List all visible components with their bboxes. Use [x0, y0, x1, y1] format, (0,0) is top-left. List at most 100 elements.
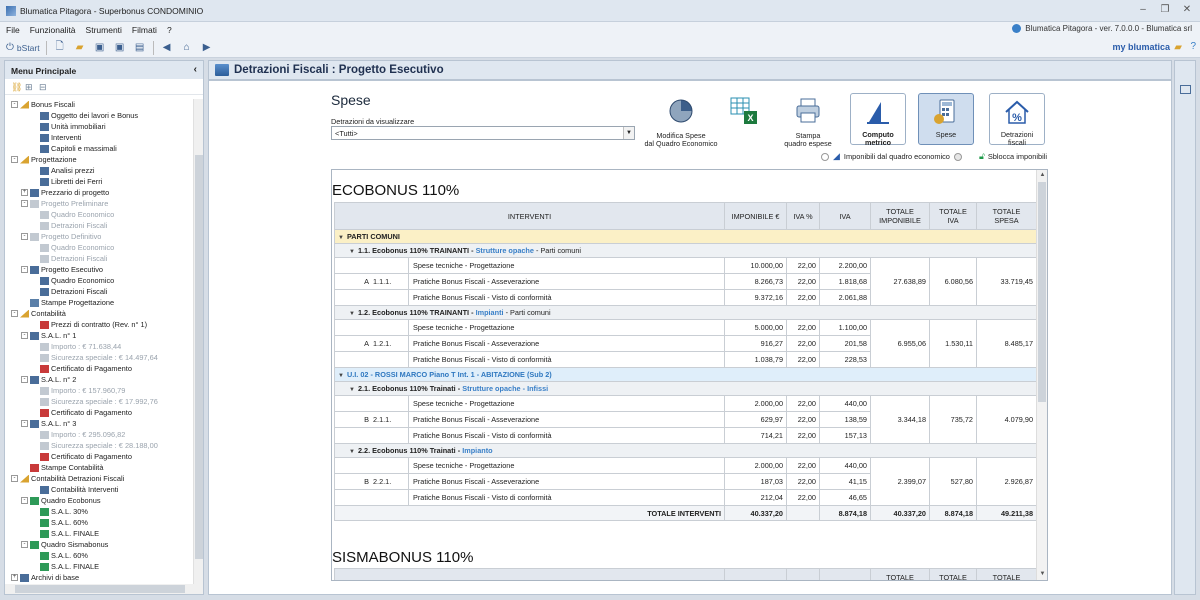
collapse-icon[interactable]: -	[11, 156, 18, 163]
column-header[interactable]: INTERVENTI	[334, 568, 725, 580]
collapse-all-icon[interactable]: ⊟	[39, 82, 47, 92]
tree-item[interactable]: Certificato di Pagamento	[5, 363, 193, 374]
filter-select[interactable]: <Tutti> ▼	[331, 126, 635, 140]
column-header[interactable]: INTERVENTI	[334, 202, 725, 230]
collapse-icon[interactable]: -	[11, 475, 18, 482]
chevron-down-icon[interactable]: ▼	[349, 387, 355, 393]
tree-item[interactable]: Detrazioni Fiscali	[5, 286, 193, 297]
imponibili-option[interactable]: ◢ Imponibili dal quadro economico	[821, 151, 962, 162]
scrollbar-thumb[interactable]	[15, 585, 185, 593]
collapse-sidebar-button[interactable]: ‹	[193, 64, 197, 75]
scrollbar-thumb[interactable]	[195, 155, 203, 559]
tree-item[interactable]: Sicurezza speciale : € 14.497,64	[5, 352, 193, 363]
column-header[interactable]: IMPONIBILE €	[724, 202, 787, 230]
tree-item[interactable]: + Prezzario di progetto	[5, 187, 193, 198]
expand-all-icon[interactable]: ⊞	[25, 82, 33, 92]
tree-item[interactable]: Analisi prezzi	[5, 165, 193, 176]
tree-item[interactable]: - Progettazione	[5, 154, 193, 165]
chevron-down-icon[interactable]: ▼	[338, 373, 344, 379]
forward-button[interactable]: ▶	[200, 41, 214, 55]
bstart-button[interactable]: ⏻ bStart	[6, 41, 40, 55]
chevron-down-icon[interactable]: ▼	[623, 127, 634, 139]
tree-item[interactable]: + Archivi di base	[5, 572, 193, 583]
export-icon[interactable]: ▰	[1174, 42, 1182, 53]
radio-icon[interactable]	[821, 152, 829, 161]
tree-item[interactable]: - Quadro Ecobonus	[5, 495, 193, 506]
group-row-parti-comuni[interactable]: ▼ PARTI COMUNI	[334, 229, 1037, 244]
column-header[interactable]: TOTALE SPESA	[976, 568, 1037, 580]
archive-button[interactable]: ▤	[133, 41, 147, 55]
tree-item[interactable]: - S.A.L. n° 1	[5, 330, 193, 341]
collapse-icon[interactable]: -	[21, 266, 28, 273]
tree-item[interactable]: - Quadro Sismabonus	[5, 539, 193, 550]
collapse-icon[interactable]: -	[21, 497, 28, 504]
column-header[interactable]: TOTALE SPESA	[976, 202, 1037, 230]
collapse-icon[interactable]: -	[11, 310, 18, 317]
menu-item-3[interactable]: Filmati	[131, 25, 157, 35]
tree-item[interactable]: S.A.L. FINALE	[5, 561, 193, 572]
column-header[interactable]: IMPONIBILE €	[724, 568, 787, 580]
stampa-button[interactable]: Stampa quadro espese	[775, 95, 841, 148]
save-all-button[interactable]: ▣	[113, 41, 127, 55]
chevron-down-icon[interactable]: ▼	[349, 249, 355, 255]
table-row[interactable]: Spese tecniche - Progettazione 10.000,00 2…	[334, 257, 1037, 306]
tree-item[interactable]: Certificato di Pagamento	[5, 407, 193, 418]
tree-item[interactable]: Libretti dei Ferri	[5, 176, 193, 187]
table-row[interactable]: Spese tecniche - Progettazione 2.000,00 22…	[334, 395, 1037, 444]
tree-item[interactable]: Sicurezza speciale : € 17.992,76	[5, 396, 193, 407]
tree-item[interactable]: Quadro Economico	[5, 275, 193, 286]
table-row[interactable]: Spese tecniche - Progettazione 2.000,00 22…	[334, 457, 1037, 506]
tree-item[interactable]: - Contabilità Detrazioni Fiscali	[5, 473, 193, 484]
column-header[interactable]: IVA	[819, 568, 871, 580]
category-row[interactable]: ▼ 1.2. Ecobonus 110% TRAINANTI - Impianti…	[334, 305, 1037, 320]
expand-icon[interactable]: +	[11, 574, 18, 581]
collapse-icon[interactable]: -	[21, 233, 28, 240]
tree-item[interactable]: - Progetto Esecutivo	[5, 264, 193, 275]
tree-item[interactable]: Importo : € 157.960,79	[5, 385, 193, 396]
menu-item-4[interactable]: ?	[166, 25, 172, 35]
column-header[interactable]: IVA %	[786, 202, 820, 230]
report-scrollbar[interactable]: ▲ ▼	[1036, 170, 1047, 580]
computo-metrico-button[interactable]: Computo metrico	[850, 93, 906, 147]
tree-item[interactable]: Oggetto dei lavori e Bonus	[5, 110, 193, 121]
collapse-icon[interactable]: -	[21, 376, 28, 383]
tree-item[interactable]: Detrazioni Fiscali	[5, 253, 193, 264]
menu-item-1[interactable]: Funzionalità	[29, 25, 76, 35]
tree-item[interactable]: S.A.L. 30%	[5, 506, 193, 517]
collapse-icon[interactable]: -	[11, 101, 18, 108]
tree-item[interactable]: S.A.L. 60%	[5, 517, 193, 528]
tree-item[interactable]: Stampe Progettazione	[5, 297, 193, 308]
menu-item-2[interactable]: Strumenti	[85, 25, 122, 35]
category-row[interactable]: ▼ 2.2. Ecobonus 110% Trainati - Impianto	[334, 443, 1037, 458]
tree-item[interactable]: - Contabilità	[5, 308, 193, 319]
detrazioni-fiscali-button[interactable]: % Detrazioni fiscali	[989, 93, 1045, 147]
table-row[interactable]: B 2.2.1. Pratiche Bonus Fiscali - Assevera…	[334, 473, 1037, 490]
maximize-button[interactable]: ❐	[1160, 4, 1170, 15]
column-header[interactable]: TOTALE IVA	[929, 568, 977, 580]
tree-item[interactable]: Stampe Contabilità	[5, 462, 193, 473]
chevron-down-icon[interactable]: ▼	[349, 449, 355, 455]
tree-item[interactable]: Detrazioni Fiscali	[5, 220, 193, 231]
tree-item[interactable]: S.A.L. 60%	[5, 550, 193, 561]
column-header[interactable]: TOTALE IMPONIBILE	[870, 568, 930, 580]
tree-item[interactable]: - S.A.L. n° 2	[5, 374, 193, 385]
chevron-down-icon[interactable]: ▼	[338, 235, 344, 241]
column-header[interactable]: TOTALE IVA	[929, 202, 977, 230]
back-button[interactable]: ◀	[160, 41, 174, 55]
tree-item[interactable]: Certificato di Pagamento	[5, 451, 193, 462]
table-row[interactable]: B 2.1.1. Pratiche Bonus Fiscali - Assevera…	[334, 411, 1037, 428]
expand-icon[interactable]: +	[21, 189, 28, 196]
minimize-button[interactable]: –	[1140, 4, 1146, 15]
collapse-icon[interactable]: -	[21, 541, 28, 548]
chevron-down-icon[interactable]: ▼	[349, 311, 355, 317]
radio-icon[interactable]	[953, 152, 962, 161]
scroll-up-icon[interactable]: ▲	[1039, 172, 1046, 178]
tree-item[interactable]: Prezzi di contratto (Rev. n° 1)	[5, 319, 193, 330]
tree-item[interactable]: - S.A.L. n° 3	[5, 418, 193, 429]
collapse-icon[interactable]: -	[21, 420, 28, 427]
column-header[interactable]: IVA	[819, 202, 871, 230]
category-row[interactable]: ▼ 1.1. Ecobonus 110% TRAINANTI - Struttur…	[334, 243, 1037, 258]
collapse-icon[interactable]: -	[21, 332, 28, 339]
tree-item[interactable]: Quadro Economico	[5, 242, 193, 253]
tree-item[interactable]: Interventi	[5, 132, 193, 143]
